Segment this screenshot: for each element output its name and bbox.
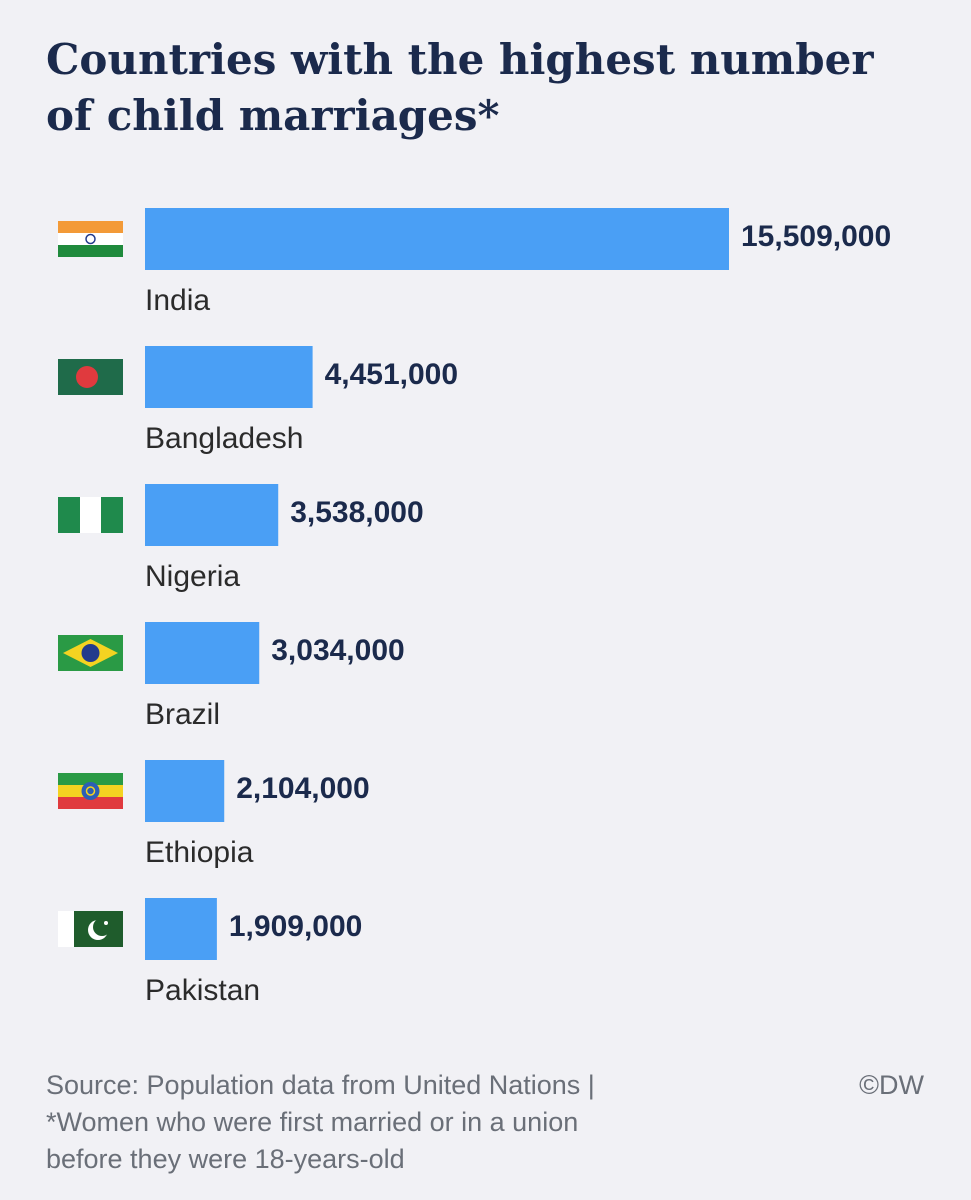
category-label: India	[145, 284, 210, 317]
category-label: Nigeria	[145, 560, 240, 593]
bar	[145, 898, 217, 960]
bar	[145, 484, 279, 546]
value-label: 4,451,000	[325, 358, 458, 391]
flag-ethiopia	[58, 773, 123, 809]
value-label: 3,538,000	[290, 496, 423, 529]
footnote: before they were 18-years-old	[46, 1144, 405, 1174]
bar	[145, 622, 260, 684]
flag-india	[58, 221, 123, 257]
flag-pakistan	[58, 911, 123, 947]
flag-bangladesh	[58, 359, 123, 395]
value-label: 3,034,000	[271, 634, 404, 667]
bar	[145, 208, 729, 270]
footnote: *Women who were first married or in a un…	[46, 1107, 578, 1137]
flag-brazil	[58, 635, 123, 671]
value-label: 2,104,000	[236, 772, 369, 805]
flag-nigeria	[58, 497, 123, 533]
bar	[145, 760, 225, 822]
category-label: Ethiopia	[145, 836, 254, 869]
value-label: 1,909,000	[229, 910, 362, 943]
flags	[58, 221, 123, 947]
value-label: 15,509,000	[741, 220, 891, 253]
category-label: Bangladesh	[145, 422, 303, 455]
category-label: Pakistan	[145, 974, 260, 1007]
category-label: Brazil	[145, 698, 220, 731]
footnote: Source: Population data from United Nati…	[46, 1070, 595, 1100]
bar	[145, 346, 313, 408]
chart-title: Countries with the highest number of chi…	[46, 35, 874, 140]
credit: ©DW	[859, 1070, 924, 1100]
